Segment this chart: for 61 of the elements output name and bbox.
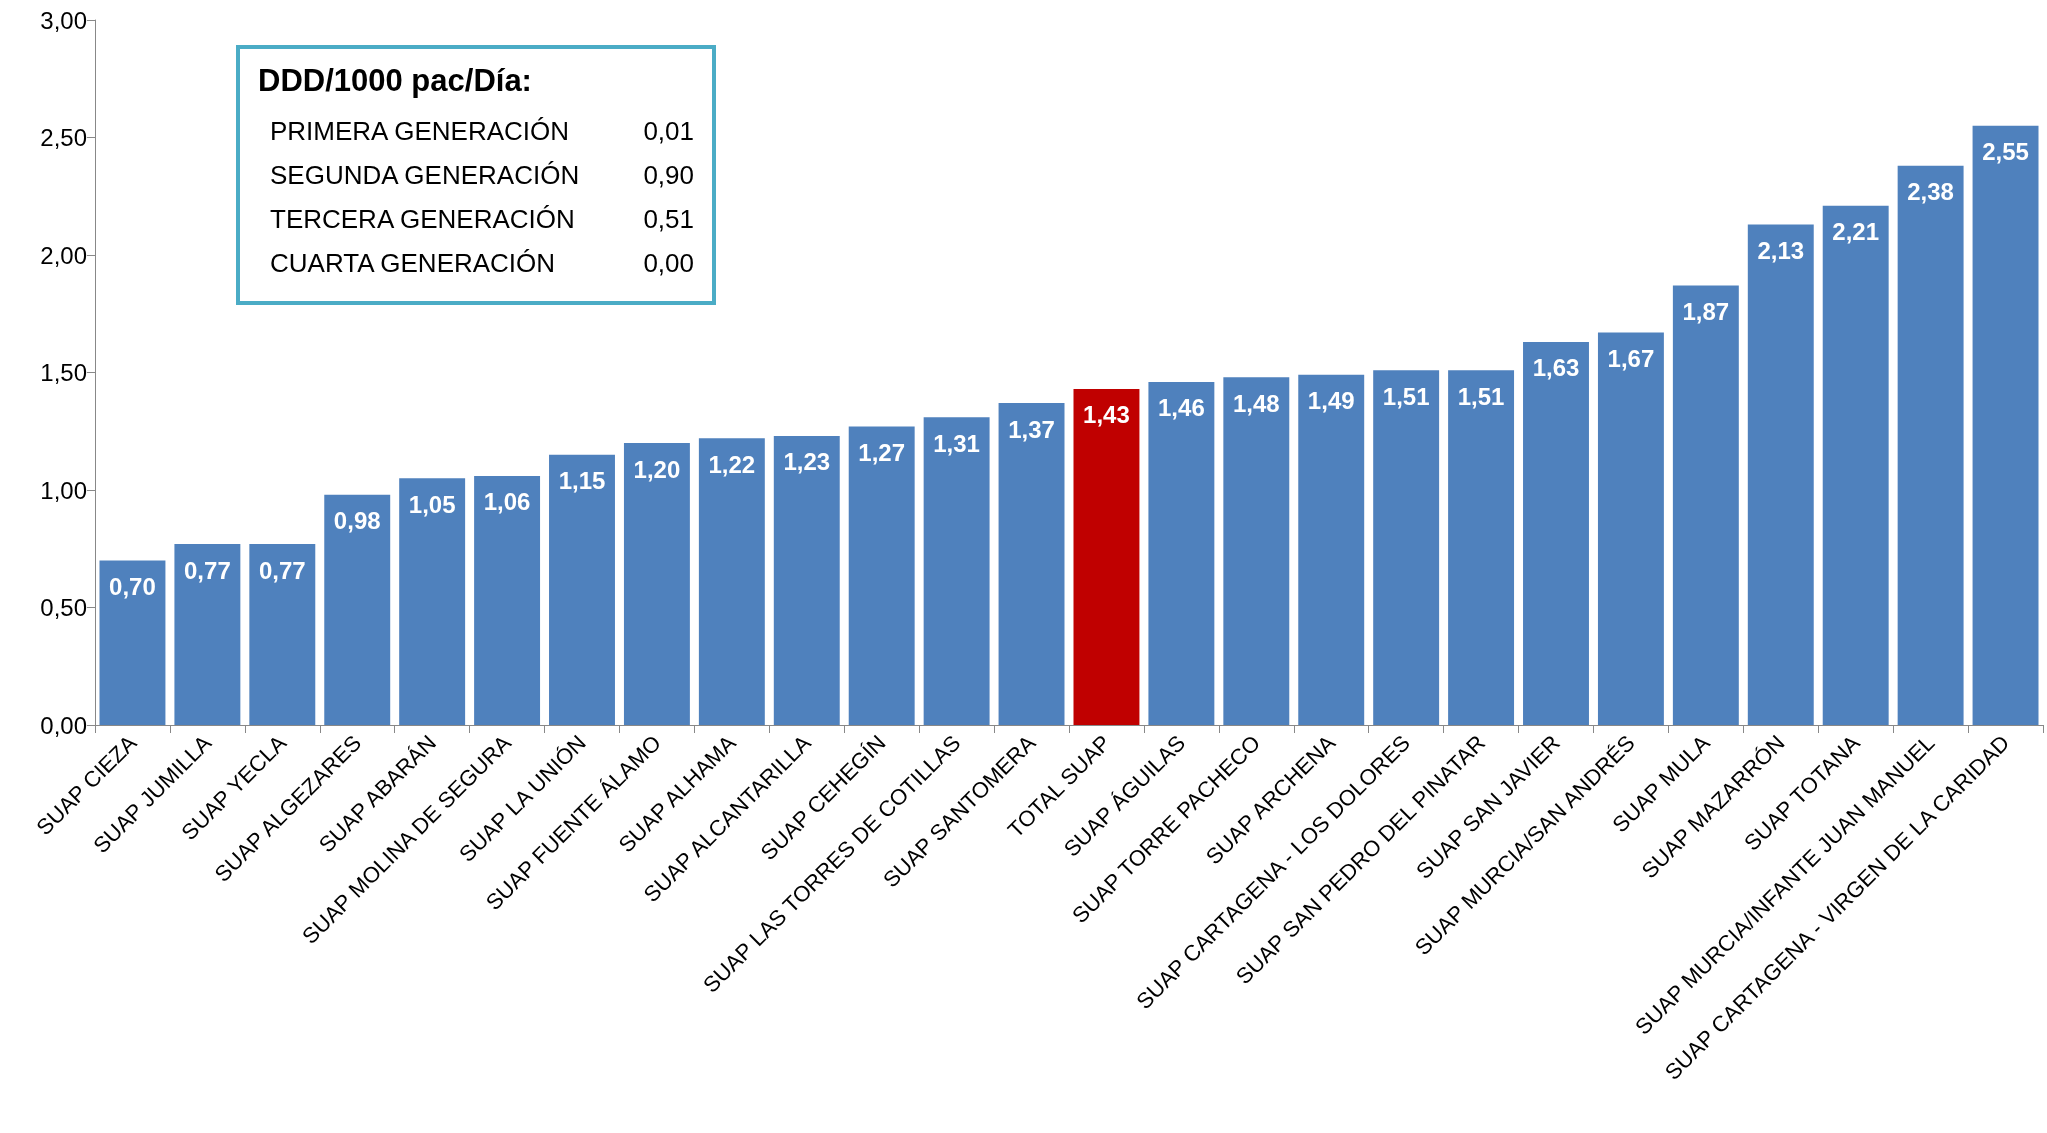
data-label: 0,98 (333, 507, 381, 535)
bar (623, 443, 690, 725)
y-tick-label: 2,00 (40, 241, 87, 269)
bar (923, 417, 990, 725)
data-label: 2,38 (1907, 178, 1954, 206)
data-label: 1,49 (1307, 387, 1355, 415)
data-label: 0,70 (109, 573, 156, 600)
bar (1972, 125, 2039, 725)
data-label: 1,46 (1158, 394, 1205, 422)
data-label: 1,06 (483, 488, 531, 516)
bar (1523, 341, 1589, 725)
y-tick-label: 1,00 (40, 476, 87, 504)
bar (1373, 370, 1440, 725)
note-box: DDD/1000 pac/Día: PRIMERA GENERACIÓN 0,01 SEGUNDA GENERACIÓN 0,90 TERCERA GENERACIÓN 0,51 CUARTA GENERACIÓN 0,00 (236, 45, 716, 305)
bar (174, 544, 241, 725)
bar (698, 438, 765, 725)
bar (324, 494, 391, 725)
data-label: 1,15 (558, 467, 606, 495)
data-label: 1,05 (408, 490, 456, 518)
bar (549, 454, 615, 725)
annotation: DDD/1000 pac/Día: (258, 63, 533, 99)
data-label: 1,20 (633, 455, 681, 483)
data-label: 1,51 (1457, 382, 1505, 410)
y-tick-label: 0,50 (40, 594, 87, 621)
bar (1448, 370, 1515, 725)
data-label: 1,51 (1382, 382, 1430, 410)
bar (1298, 374, 1365, 725)
data-label: 1,31 (933, 429, 980, 457)
bar (998, 403, 1065, 725)
data-label: 2,21 (1832, 218, 1880, 246)
data-label: 1,67 (1607, 345, 1655, 373)
data-label: 0,77 (258, 556, 306, 584)
y-tick-label: 0,00 (40, 711, 87, 739)
data-label: 0,77 (184, 556, 231, 584)
data-label: 1,63 (1532, 354, 1580, 382)
y-tick-label: 2,50 (40, 124, 87, 151)
bar (1822, 205, 1889, 725)
bar (249, 544, 316, 725)
data-label: 2,55 (1982, 138, 2029, 166)
y-tick-label: 3,00 (40, 6, 87, 34)
data-label: 1,43 (1083, 401, 1130, 429)
bar (848, 426, 915, 725)
y-tick-label: 1,50 (40, 359, 87, 386)
bar (99, 560, 166, 725)
data-label: 1,37 (1008, 415, 1055, 443)
bar (1073, 388, 1140, 725)
bar (1223, 377, 1290, 725)
data-label: 2,13 (1757, 236, 1805, 264)
bar (1672, 285, 1739, 725)
bar (1148, 381, 1215, 725)
bar (474, 475, 541, 725)
bar (1897, 165, 1964, 725)
bar (773, 435, 840, 725)
data-label: 1,22 (708, 450, 756, 478)
data-label: 1,87 (1682, 298, 1730, 326)
data-label: 1,27 (858, 439, 906, 467)
bar (399, 478, 466, 725)
data-label: 1,23 (783, 448, 831, 476)
bar (1747, 224, 1814, 725)
bar (1597, 332, 1664, 725)
data-label: 1,48 (1232, 389, 1280, 417)
